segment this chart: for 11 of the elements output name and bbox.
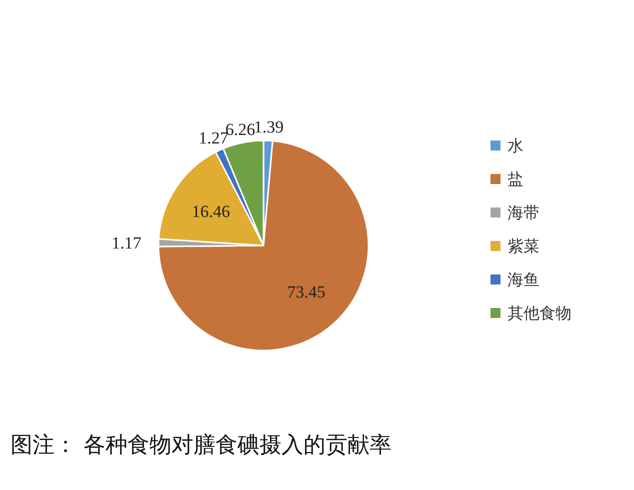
legend-label: 海鱼	[508, 270, 540, 289]
text: 图注： 各种食物对膳食碘摄入的贡献率	[10, 433, 392, 458]
legend-label: 紫菜	[508, 236, 540, 256]
legend-label: 其他食物	[508, 304, 572, 322]
legend-label: 水	[508, 136, 524, 155]
data-label: 73.45	[287, 282, 326, 302]
legend-label: 盐	[508, 170, 524, 188]
legend-label: 海带	[508, 203, 540, 222]
data-label: 16.46	[192, 202, 230, 221]
data-label: 1.17	[112, 233, 142, 252]
data-label: 1.39	[254, 118, 284, 137]
